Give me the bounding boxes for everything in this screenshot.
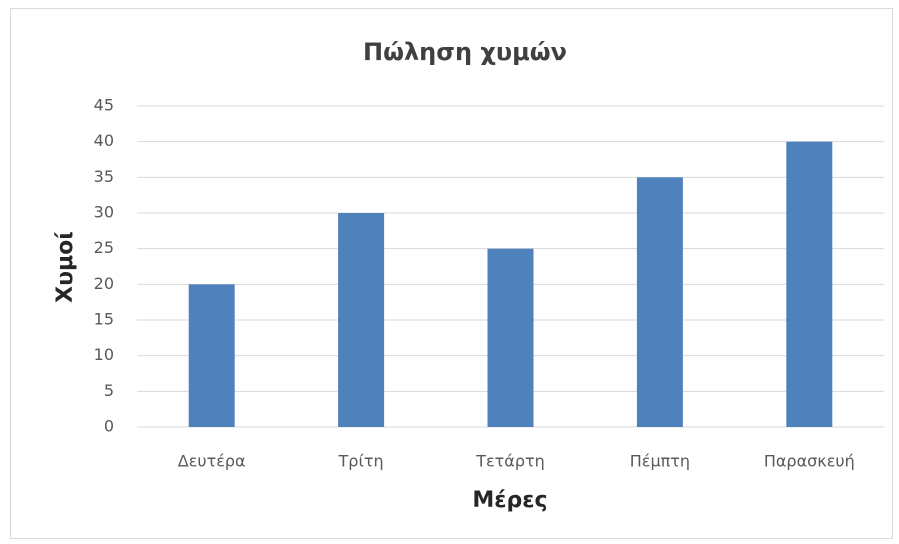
y-tick-label: 25 — [94, 238, 114, 257]
chart-border — [10, 8, 893, 539]
chart-title: Πώληση χυμών — [363, 38, 567, 66]
x-tick-label: Τρίτη — [338, 452, 384, 471]
x-tick-label: Δευτέρα — [178, 452, 246, 471]
x-tick-label: Παρασκευή — [764, 452, 855, 471]
y-axis-title: Χυμοί — [53, 231, 78, 303]
bar — [487, 248, 534, 427]
y-tick-label: 35 — [94, 167, 114, 186]
bar — [786, 141, 833, 427]
y-tick-label: 20 — [94, 274, 114, 293]
y-tick-label: 0 — [104, 417, 114, 436]
y-tick-label: 45 — [94, 96, 114, 115]
bar — [188, 284, 235, 427]
bar — [338, 213, 385, 427]
x-tick-label: Πέμπτη — [630, 452, 690, 471]
y-tick-label: 15 — [94, 310, 114, 329]
x-axis-title: Μέρες — [472, 488, 547, 513]
y-tick-label: 30 — [94, 203, 114, 222]
bar — [636, 177, 683, 427]
y-tick-label: 10 — [94, 345, 114, 364]
y-tick-label: 40 — [94, 131, 114, 150]
x-tick-label: Τετάρτη — [475, 452, 545, 471]
y-tick-label: 5 — [104, 381, 114, 400]
